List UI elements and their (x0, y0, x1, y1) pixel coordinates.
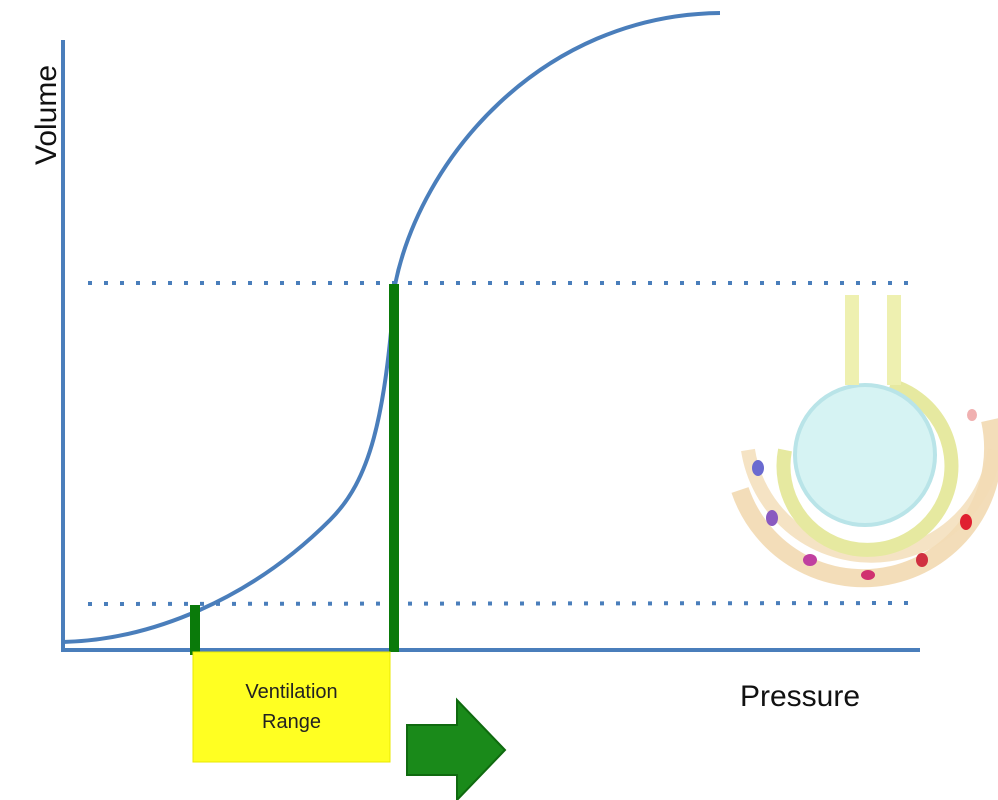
page: Volume Pressure Ventilation Range (0, 0, 998, 800)
diagram: Volume Pressure (0, 0, 998, 800)
range-bar (190, 605, 200, 655)
y-axis-label: Volume (30, 65, 63, 165)
x-axis-label: Pressure (740, 680, 860, 713)
alveolus (740, 295, 995, 580)
range-bar (389, 284, 399, 652)
arrow (407, 700, 505, 800)
box-label: Ventilation Range (193, 652, 390, 762)
